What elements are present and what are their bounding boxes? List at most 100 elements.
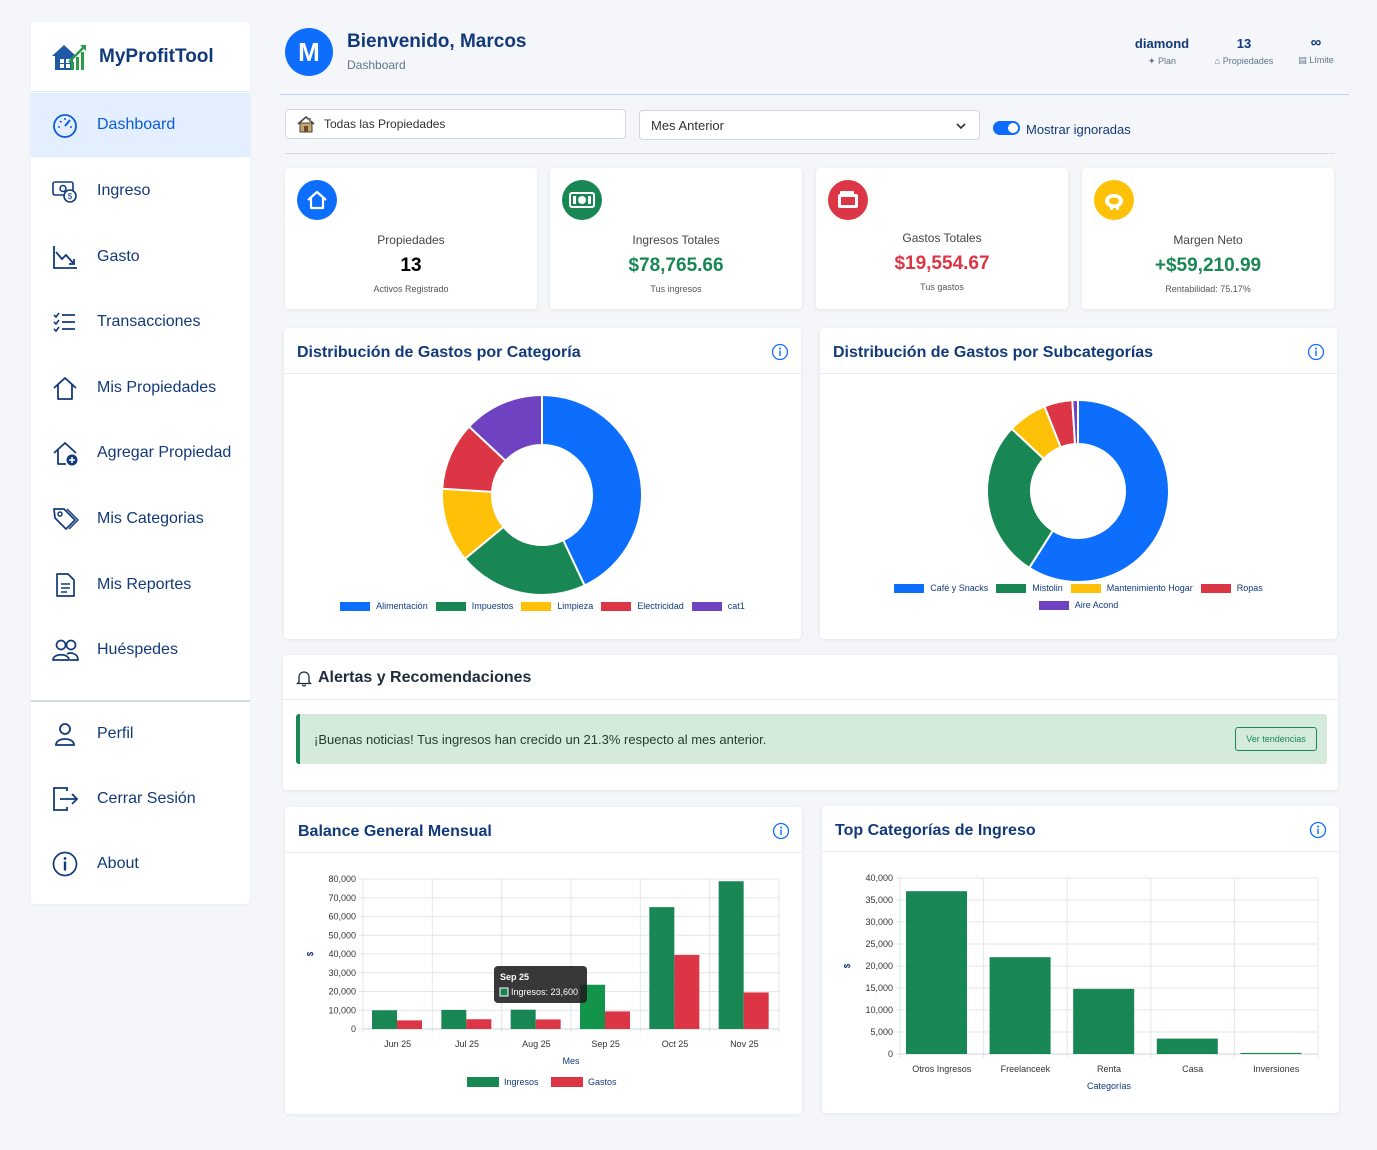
x-tick-label: Otros Ingresos <box>912 1064 972 1074</box>
legend-label[interactable]: Ingresos <box>504 1077 539 1087</box>
y-tick-label: 20,000 <box>328 987 356 997</box>
house-icon <box>297 116 315 133</box>
legend-swatch <box>1038 600 1069 610</box>
legend-item[interactable]: Aire Acond <box>1038 600 1118 610</box>
kpi-card-margin: Margen Neto +$59,210.99 Rentabilidad: 75… <box>1082 168 1334 309</box>
bar-ingresos-4[interactable] <box>649 907 675 1029</box>
sidebar-item-perfil[interactable]: Perfil <box>31 702 250 766</box>
sidebar-divider <box>31 700 250 702</box>
filter-divider <box>285 153 1335 154</box>
top-income-categories-panel: Top Categorías de Ingreso 40,000 35,000 30… <box>822 806 1339 1113</box>
legend-swatch[interactable] <box>551 1077 583 1087</box>
sidebar-item-label: About <box>97 855 139 872</box>
view-trends-button[interactable]: Ver tendencias <box>1235 727 1317 751</box>
house-small-icon: ⌂ <box>1214 56 1221 66</box>
bar-ingresos-0[interactable] <box>372 1010 397 1029</box>
y-tick-label: 60,000 <box>328 912 356 922</box>
bar-gastos-1[interactable] <box>466 1019 492 1029</box>
people-icon <box>52 639 79 661</box>
x-tick-label: Nov 25 <box>730 1039 759 1049</box>
legend-label: Mistolin <box>1032 583 1063 593</box>
info-icon[interactable] <box>1307 343 1325 361</box>
legend-label[interactable]: Gastos <box>588 1077 617 1087</box>
show-ignored-toggle[interactable] <box>993 121 1020 135</box>
avatar[interactable]: M <box>285 28 333 76</box>
legend-swatch[interactable] <box>467 1077 499 1087</box>
top-income-chart: 40,000 35,000 30,000 25,000 20,000 15,000 10,0… <box>843 873 1319 1091</box>
bar-gastos-3[interactable] <box>605 1011 630 1029</box>
bar-value-3[interactable] <box>1156 1038 1218 1054</box>
info-icon[interactable] <box>771 343 789 361</box>
bar-gastos-0[interactable] <box>397 1020 422 1029</box>
properties-stat: 13 ⌂ Propiedades <box>1208 36 1280 66</box>
legend-item[interactable]: Mantenimiento Hogar <box>1070 583 1193 593</box>
period-select[interactable]: Mes Anterior <box>639 110 980 140</box>
legend-item[interactable]: Ropas <box>1200 583 1263 593</box>
house-icon <box>53 377 77 400</box>
speedometer-icon <box>53 114 77 138</box>
sidebar-item-mis-reportes[interactable]: Mis Reportes <box>31 553 250 617</box>
sidebar-item-transacciones[interactable]: Transacciones <box>31 290 250 354</box>
sidebar-item-agregar-propiedad[interactable]: Agregar Propiedad <box>31 421 250 485</box>
bar-ingresos-2[interactable] <box>510 1009 536 1029</box>
sidebar-item-cerrar-sesión[interactable]: Cerrar Sesión <box>31 767 250 831</box>
kpi-card-expenses: Gastos Totales $19,554.67 Tus gastos <box>816 168 1068 309</box>
bar-ingresos-5[interactable] <box>718 881 744 1029</box>
graph-down-icon <box>53 246 77 269</box>
category-distribution-panel: Distribución de Gastos por Categoría Ali… <box>284 328 801 639</box>
y-tick-label: 5,000 <box>870 1027 893 1037</box>
sidebar: MyProfitTool Dashboard $ Ingreso Gasto Trans… <box>31 22 250 904</box>
legend-item[interactable]: Alimentación <box>340 601 428 611</box>
sidebar-item-about[interactable]: About <box>31 832 250 896</box>
y-tick-label: 70,000 <box>328 893 356 903</box>
bar-gastos-2[interactable] <box>535 1019 561 1029</box>
legend-item[interactable]: Impuestos <box>435 601 514 611</box>
kpi-sub: Tus gastos <box>920 282 964 292</box>
monthly-balance-chart: 80,000 70,000 60,000 50,000 40,000 30,000 20,0… <box>306 874 780 1087</box>
legend-label: Impuestos <box>471 601 514 611</box>
bar-value-1[interactable] <box>989 957 1051 1054</box>
alerts-panel: Alertas y Recomendaciones ¡Buenas notici… <box>283 655 1338 790</box>
sidebar-item-gasto[interactable]: Gasto <box>31 225 250 289</box>
legend-label: Mantenimiento Hogar <box>1106 583 1193 593</box>
donut-slice-4[interactable] <box>1071 398 1079 446</box>
legend-item[interactable]: Café y Snacks <box>894 583 988 593</box>
bar-value-4[interactable] <box>1240 1052 1302 1054</box>
category-donut-chart <box>441 393 643 596</box>
sidebar-item-ingreso[interactable]: $ Ingreso <box>31 159 250 223</box>
brand[interactable]: MyProfitTool <box>31 22 250 92</box>
bar-ingresos-1[interactable] <box>441 1009 467 1029</box>
sidebar-item-huéspedes[interactable]: Huéspedes <box>31 618 250 682</box>
kpi-value: $78,765.66 <box>628 255 724 276</box>
kpi-sub: Activos Registrado <box>373 284 449 294</box>
legend-item[interactable]: cat1 <box>691 601 745 611</box>
property-filter[interactable]: Todas las Propiedades <box>285 109 626 139</box>
donut-slice-0[interactable] <box>1027 398 1170 583</box>
x-tick-label: Jun 25 <box>384 1039 411 1049</box>
donut-slice-1[interactable] <box>986 427 1055 570</box>
sidebar-item-mis-categorias[interactable]: Mis Categorias <box>31 487 250 551</box>
donut-slice-4[interactable] <box>467 393 543 463</box>
bar-value-2[interactable] <box>1073 988 1135 1054</box>
bar-gastos-4[interactable] <box>674 954 700 1029</box>
bar-value-0[interactable] <box>906 891 967 1054</box>
y-tick-label: 30,000 <box>328 968 356 978</box>
sidebar-item-label: Dashboard <box>97 116 176 133</box>
plan-value: diamond <box>1134 36 1190 51</box>
donut-slice-0[interactable] <box>541 393 643 587</box>
file-text-icon <box>56 573 75 597</box>
properties-label: Propiedades <box>1222 56 1274 66</box>
alert-message: ¡Buenas noticias! Tus ingresos han creci… <box>314 732 767 747</box>
app-name: MyProfitTool <box>99 45 214 67</box>
cash-coin-icon: $ <box>52 181 77 203</box>
legend-item[interactable]: Mistolin <box>996 583 1063 593</box>
kpi-value: $19,554.67 <box>894 253 990 274</box>
bar-gastos-5[interactable] <box>743 992 769 1029</box>
legend-item[interactable]: Electricidad <box>601 601 684 611</box>
sidebar-item-mis-propiedades[interactable]: Mis Propiedades <box>31 356 250 420</box>
sidebar-item-dashboard[interactable]: Dashboard <box>31 93 250 157</box>
info-icon[interactable] <box>772 822 790 840</box>
limit-value: ∞ <box>1310 34 1322 51</box>
info-icon[interactable] <box>1309 821 1327 839</box>
legend-item[interactable]: Limpieza <box>521 601 593 611</box>
